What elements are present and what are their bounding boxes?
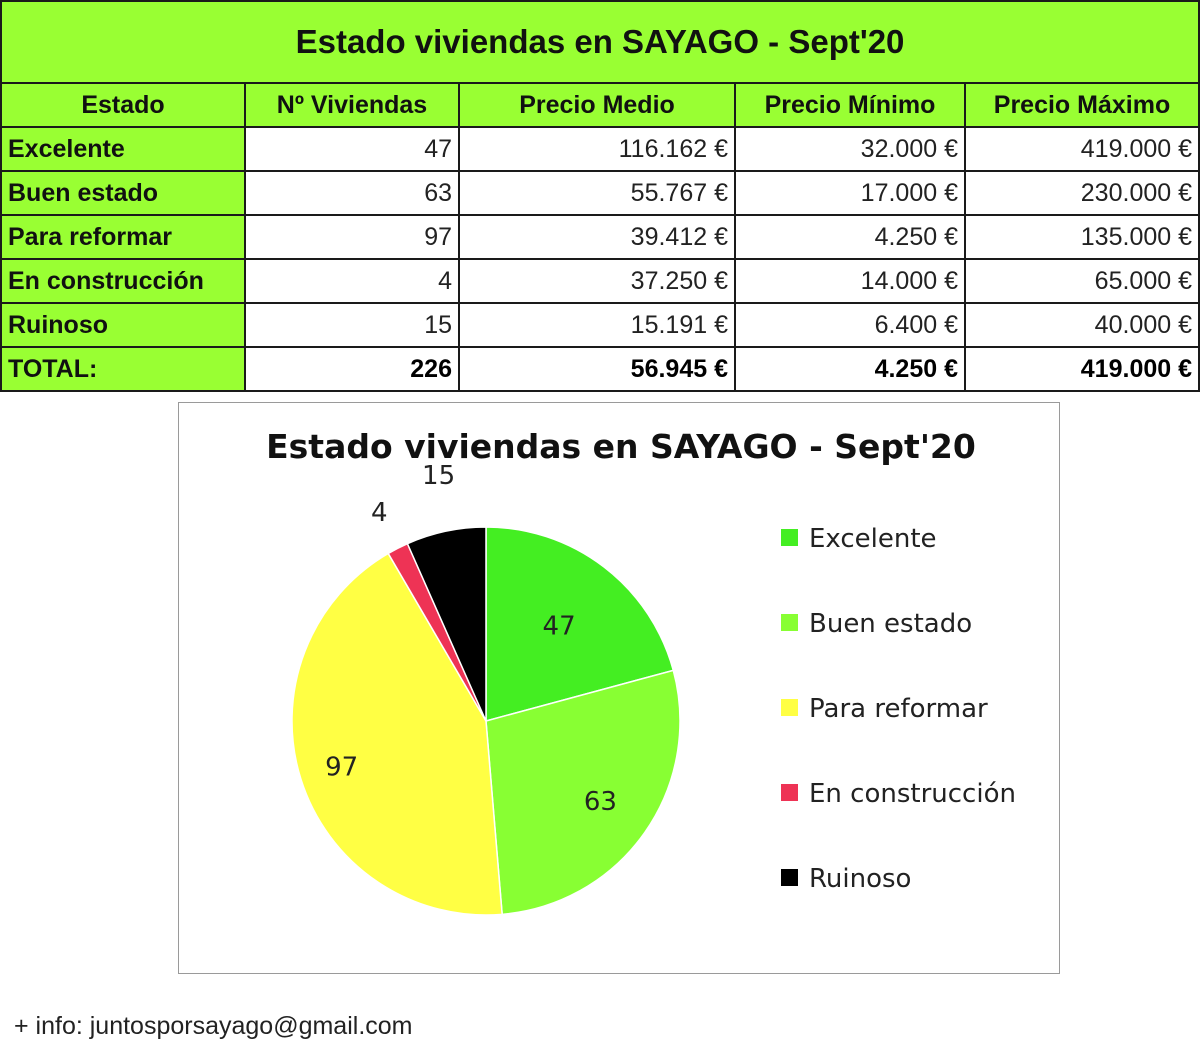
- cell-precio-medio: 116.162 €: [458, 126, 736, 172]
- pie-slice-excelente: [485, 526, 675, 722]
- cell-precio-minimo: 17.000 €: [734, 170, 966, 216]
- total-precio-minimo: 4.250 €: [734, 346, 966, 392]
- legend-label-excelente: Excelente: [809, 524, 937, 554]
- data-label-para-reformar: 97: [325, 753, 358, 783]
- pie-chart-panel: Estado viviendas en SAYAGO - Sept'20 47 6…: [178, 402, 1060, 974]
- total-row: TOTAL: 226 56.945 € 4.250 € 419.000 €: [0, 346, 1200, 392]
- header-num-viviendas: Nº Viviendas: [244, 82, 460, 128]
- cell-precio-maximo: 135.000 €: [964, 214, 1200, 260]
- cell-precio-maximo: 230.000 €: [964, 170, 1200, 216]
- legend-swatch-ruinoso: [781, 869, 798, 886]
- total-precio-maximo: 419.000 €: [964, 346, 1200, 392]
- summary-table-container: Estado viviendas en SAYAGO - Sept'20 Est…: [0, 0, 1200, 392]
- cell-num-viviendas: 15: [244, 302, 460, 348]
- legend-swatch-para-reformar: [781, 699, 798, 716]
- cell-num-viviendas: 4: [244, 258, 460, 304]
- summary-table: Estado viviendas en SAYAGO - Sept'20 Est…: [0, 0, 1200, 392]
- data-label-excelente: 47: [543, 612, 576, 642]
- cell-precio-medio: 15.191 €: [458, 302, 736, 348]
- pie-slice-buen-estado: [485, 669, 681, 916]
- data-label-ruinoso: 15: [422, 461, 455, 491]
- pie-slice-para-reformar: [291, 552, 503, 916]
- cell-num-viviendas: 47: [244, 126, 460, 172]
- table-row: Para reformar 97 39.412 € 4.250 € 135.00…: [0, 214, 1200, 260]
- chart-legend: Excelente Buen estado Para reformar En cons…: [781, 524, 1016, 894]
- table-row: Excelente 47 116.162 € 32.000 € 419.000 …: [0, 126, 1200, 172]
- table-row: Ruinoso 15 15.191 € 6.400 € 40.000 €: [0, 302, 1200, 348]
- pie-chart: Estado viviendas en SAYAGO - Sept'20 47 6…: [266, 427, 1016, 916]
- cell-precio-medio: 39.412 €: [458, 214, 736, 260]
- data-label-buen-estado: 63: [584, 787, 617, 817]
- data-label-en-construccion: 4: [371, 498, 388, 528]
- legend-label-en-construccion: En construcción: [809, 779, 1016, 809]
- legend-swatch-en-construccion: [781, 784, 798, 801]
- pie-slices: [291, 526, 681, 916]
- cell-precio-minimo: 4.250 €: [734, 214, 966, 260]
- cell-precio-maximo: 65.000 €: [964, 258, 1200, 304]
- chart-title: Estado viviendas en SAYAGO - Sept'20: [266, 427, 976, 466]
- cell-precio-medio: 55.767 €: [458, 170, 736, 216]
- legend-label-para-reformar: Para reformar: [809, 694, 988, 724]
- legend-swatch-buen-estado: [781, 614, 798, 631]
- legend-label-buen-estado: Buen estado: [809, 609, 972, 639]
- header-estado: Estado: [0, 82, 246, 128]
- header-precio-medio: Precio Medio: [458, 82, 736, 128]
- total-num-viviendas: 226: [244, 346, 460, 392]
- row-label: Para reformar: [0, 214, 246, 260]
- cell-num-viviendas: 63: [244, 170, 460, 216]
- legend-swatch-excelente: [781, 529, 798, 546]
- contact-info: + info: juntosporsayago@gmail.com: [14, 1012, 413, 1040]
- cell-precio-medio: 37.250 €: [458, 258, 736, 304]
- cell-precio-maximo: 419.000 €: [964, 126, 1200, 172]
- row-label: Buen estado: [0, 170, 246, 216]
- header-precio-maximo: Precio Máximo: [964, 82, 1200, 128]
- cell-precio-minimo: 6.400 €: [734, 302, 966, 348]
- table-row: Buen estado 63 55.767 € 17.000 € 230.000…: [0, 170, 1200, 216]
- cell-num-viviendas: 97: [244, 214, 460, 260]
- row-label: Excelente: [0, 126, 246, 172]
- cell-precio-minimo: 32.000 €: [734, 126, 966, 172]
- pie-slice-ruinoso: [406, 526, 487, 722]
- cell-precio-maximo: 40.000 €: [964, 302, 1200, 348]
- cell-precio-minimo: 14.000 €: [734, 258, 966, 304]
- table-row: En construcción 4 37.250 € 14.000 € 65.0…: [0, 258, 1200, 304]
- total-label: TOTAL:: [0, 346, 246, 392]
- row-label: En construcción: [0, 258, 246, 304]
- row-label: Ruinoso: [0, 302, 246, 348]
- legend-label-ruinoso: Ruinoso: [809, 864, 911, 894]
- total-precio-medio: 56.945 €: [458, 346, 736, 392]
- header-precio-minimo: Precio Mínimo: [734, 82, 966, 128]
- table-title: Estado viviendas en SAYAGO - Sept'20: [0, 0, 1200, 84]
- pie-data-labels: 47 63 97 4 15: [325, 461, 617, 817]
